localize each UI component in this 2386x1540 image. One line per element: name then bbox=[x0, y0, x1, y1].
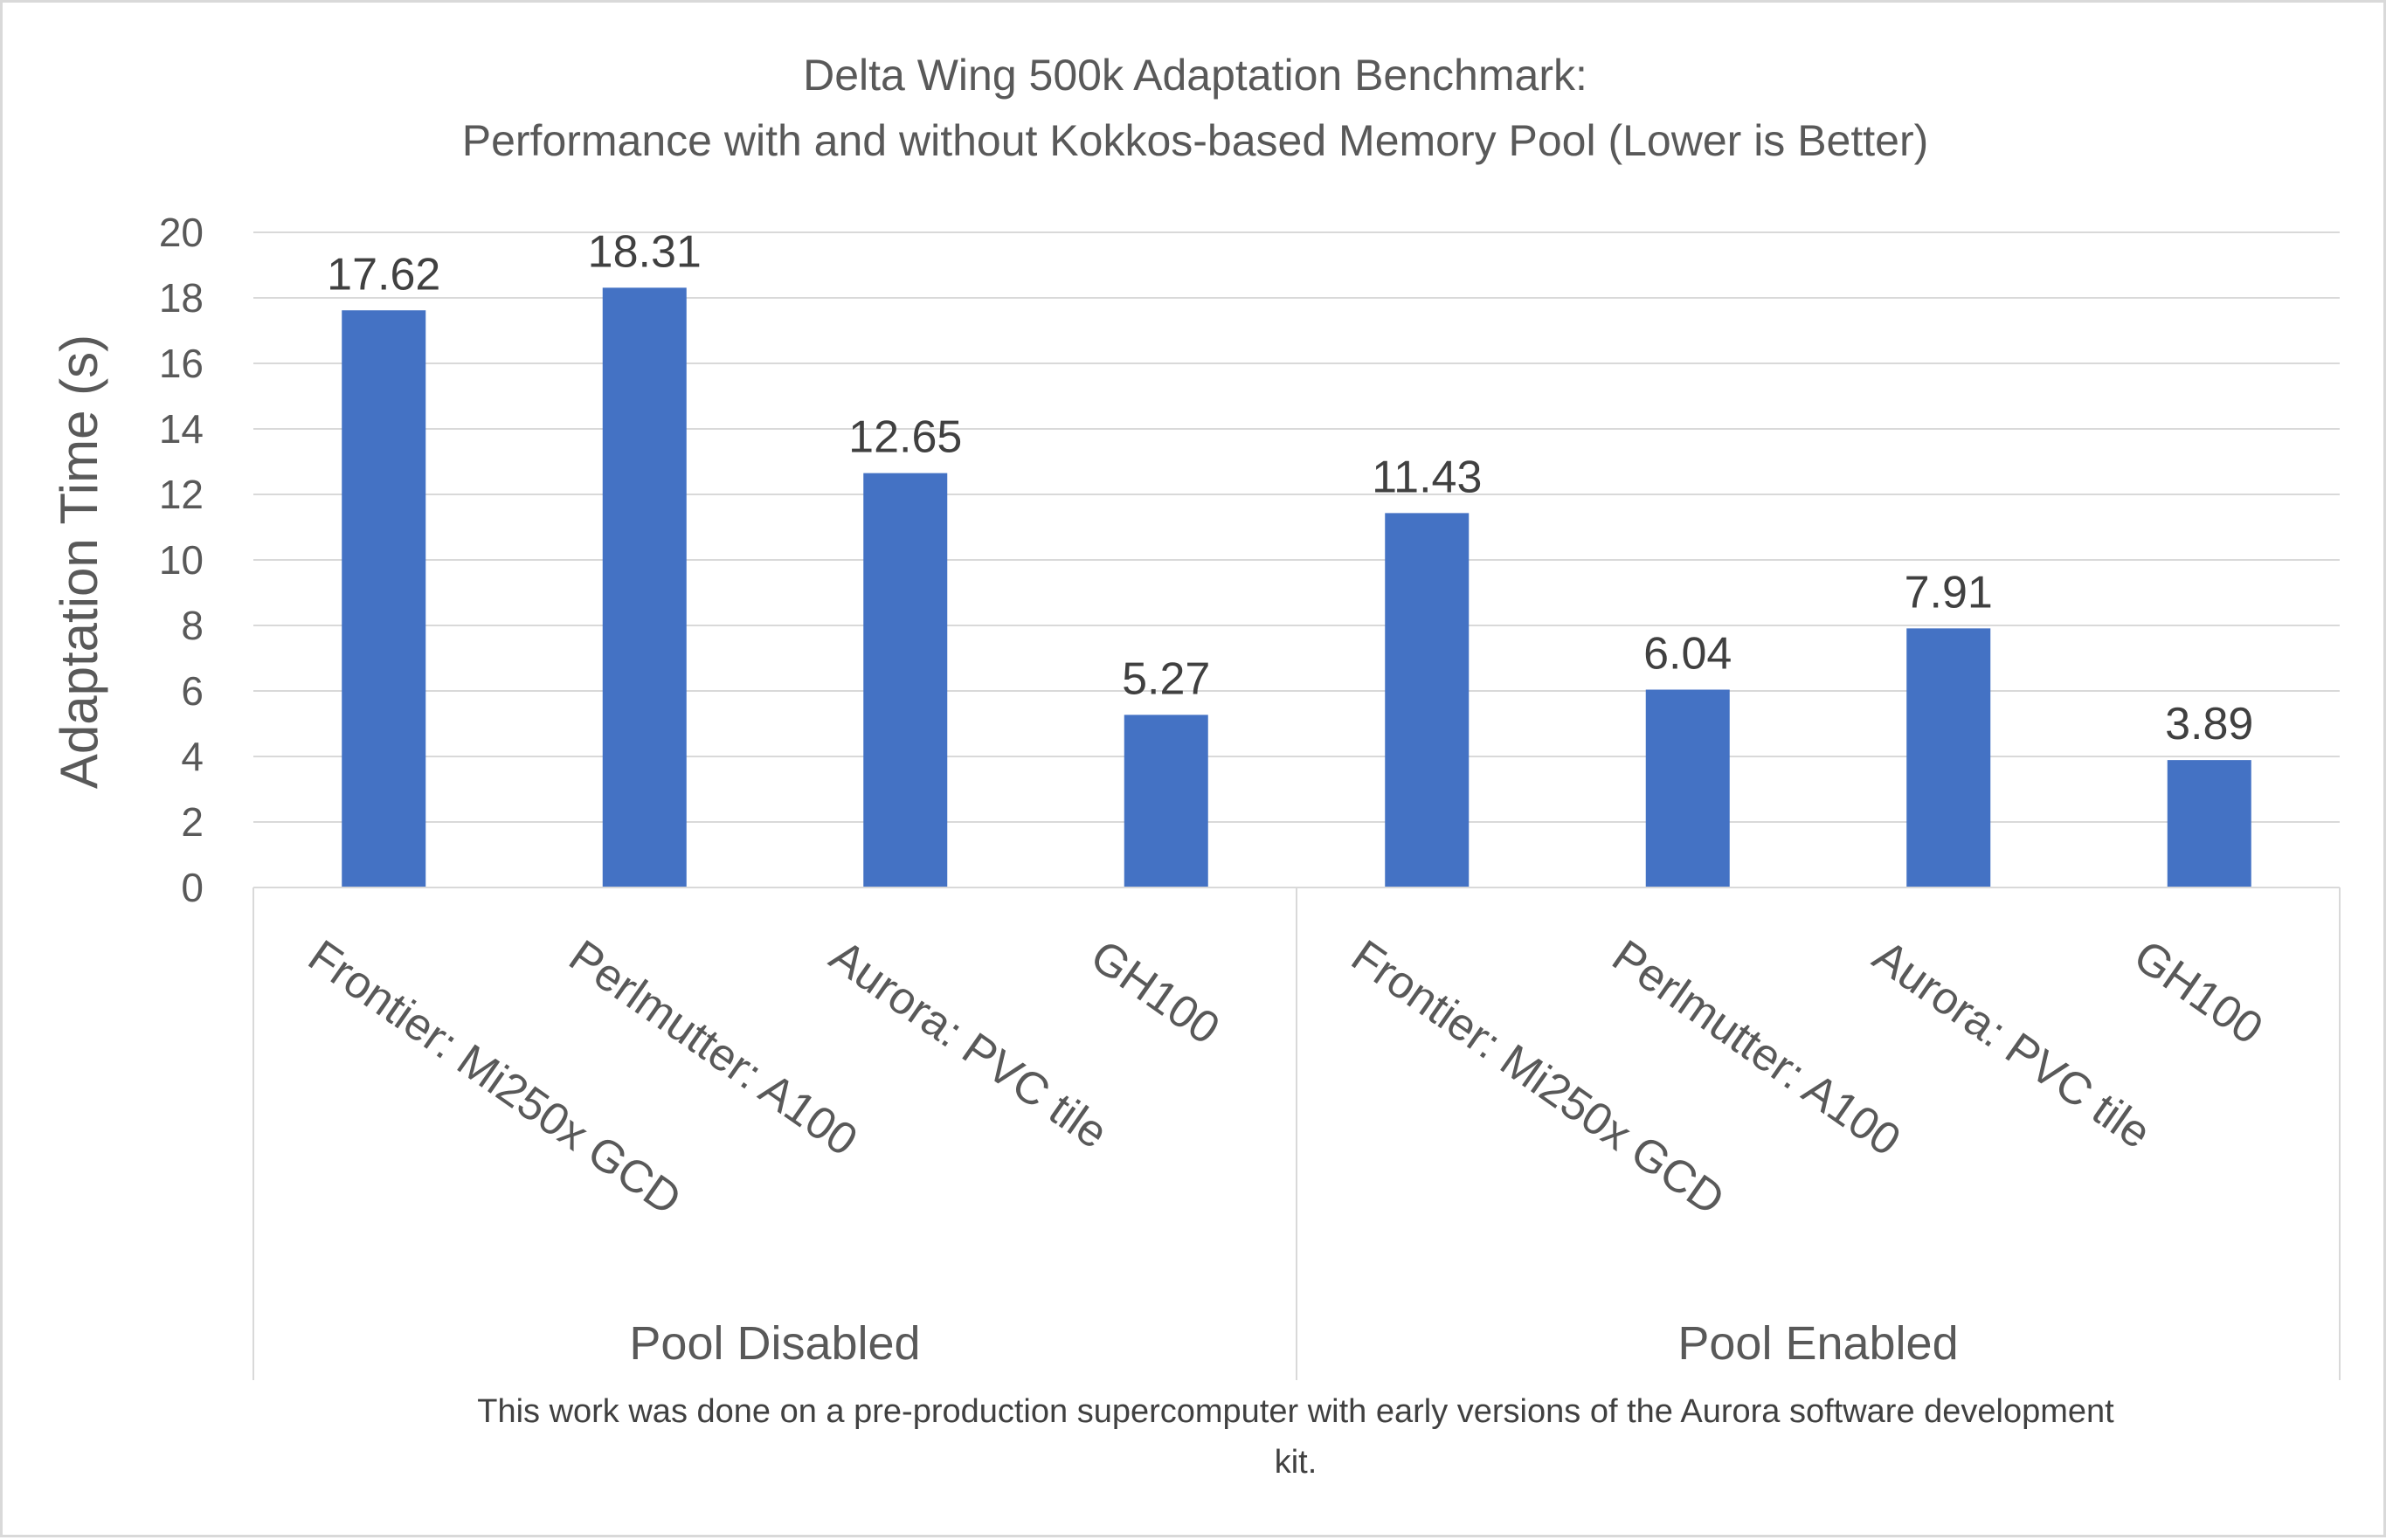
category-axis bbox=[252, 887, 2341, 1380]
data-label: 17.62 bbox=[327, 249, 440, 300]
y-tick-label: 12 bbox=[159, 472, 204, 517]
y-tick-label: 10 bbox=[159, 537, 204, 583]
data-label: 3.89 bbox=[2165, 699, 2253, 749]
y-tick-label: 14 bbox=[159, 406, 204, 452]
y-tick-label: 6 bbox=[181, 668, 204, 714]
data-label: 12.65 bbox=[848, 412, 962, 463]
bar bbox=[863, 473, 948, 887]
y-axis-label: Adaptation Time (s) bbox=[50, 335, 108, 789]
bar bbox=[602, 287, 687, 887]
bar bbox=[342, 310, 426, 887]
y-axis-ticks: 0 2 4 6 8 10 12 14 16 18 20 bbox=[159, 210, 204, 910]
gridlines bbox=[253, 231, 2340, 823]
category-label: GH100 bbox=[2125, 930, 2272, 1054]
footnote-line-1: This work was done on a pre-production s… bbox=[477, 1393, 2114, 1430]
data-label: 18.31 bbox=[588, 226, 702, 277]
bar bbox=[2167, 760, 2251, 887]
y-tick-label: 16 bbox=[159, 341, 204, 386]
bar bbox=[1124, 715, 1208, 887]
data-label: 11.43 bbox=[1372, 452, 1482, 502]
chart-title-line-1: Delta Wing 500k Adaptation Benchmark: bbox=[803, 51, 1587, 100]
bar bbox=[1906, 628, 1991, 887]
group-label: Pool Disabled bbox=[629, 1317, 920, 1370]
data-label: 5.27 bbox=[1122, 653, 1210, 704]
bar bbox=[1645, 689, 1730, 887]
y-tick-label: 18 bbox=[159, 275, 204, 321]
data-label: 6.04 bbox=[1643, 629, 1732, 680]
bar-chart: Delta Wing 500k Adaptation Benchmark: Pe… bbox=[50, 51, 2341, 1481]
bars bbox=[342, 287, 2251, 887]
data-label: 7.91 bbox=[1905, 567, 1993, 618]
category-label: GH100 bbox=[1082, 930, 1228, 1054]
bar bbox=[1385, 513, 1470, 887]
y-tick-label: 0 bbox=[181, 865, 204, 910]
data-labels: 17.62 18.31 12.65 5.27 11.43 6.04 7.91 3.89 bbox=[327, 226, 2253, 749]
y-tick-label: 20 bbox=[159, 210, 204, 255]
group-label: Pool Enabled bbox=[1677, 1317, 1958, 1370]
footnote-line-2: kit. bbox=[1275, 1444, 1317, 1481]
y-tick-label: 2 bbox=[181, 799, 204, 845]
y-tick-label: 4 bbox=[181, 734, 204, 779]
chart-title-line-2: Performance with and without Kokkos-base… bbox=[462, 116, 1929, 165]
group-labels: Pool Disabled Pool Enabled bbox=[629, 1317, 1958, 1370]
y-tick-label: 8 bbox=[181, 603, 204, 648]
